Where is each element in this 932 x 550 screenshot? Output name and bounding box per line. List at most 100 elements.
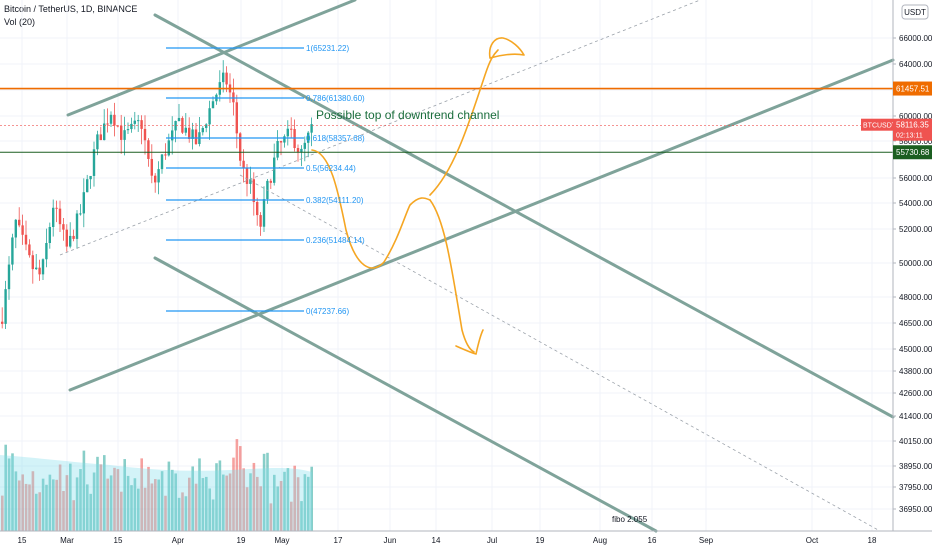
grid	[0, 0, 893, 531]
volume-bar	[276, 486, 279, 531]
candle-body	[296, 148, 300, 153]
volume-bar	[45, 484, 48, 531]
channel-annotation: Possible top of downtrend channel	[316, 108, 499, 122]
resistance-price-text: 61457.51	[896, 85, 930, 94]
volume-ma	[0, 455, 312, 531]
fib-level-label: 1(65231.22)	[306, 44, 349, 53]
candle-body	[52, 207, 55, 228]
candle-body	[164, 154, 167, 156]
volume-bar	[286, 468, 290, 531]
volume-bar	[296, 477, 300, 531]
candle-body	[4, 289, 7, 324]
candle-body	[31, 255, 34, 270]
volume-bar	[164, 495, 167, 531]
candle-body	[113, 114, 116, 126]
candle-body	[86, 179, 89, 193]
volume-bar	[65, 475, 69, 531]
volume-bar	[201, 478, 205, 531]
volume-bar	[21, 474, 24, 531]
volume-bar	[130, 485, 133, 531]
candle-body	[181, 117, 184, 133]
volume-bar	[143, 487, 147, 531]
volume-bar	[52, 479, 55, 531]
volume-bars	[0, 439, 313, 531]
candle-body	[48, 227, 51, 243]
price-tick-label: 36950.00	[899, 505, 932, 514]
volume-bar	[7, 458, 11, 531]
candle-body	[133, 120, 136, 124]
drawing-path-1	[311, 149, 431, 269]
currency-badge-text: USDT	[904, 8, 926, 17]
dashed-trend-up	[59, 0, 701, 256]
candlesticks	[1, 60, 313, 330]
volume-bar	[232, 457, 235, 531]
volume-bar	[198, 458, 201, 531]
price-tick-label: 43800.00	[899, 367, 932, 376]
candle-body	[140, 120, 143, 129]
drawing-down-arrow-head	[455, 329, 484, 355]
candle-body	[35, 267, 38, 270]
candle-body	[157, 169, 160, 183]
uptrend-line	[68, 58, 895, 392]
time-tick-label: Oct	[806, 536, 819, 545]
candle-body	[21, 225, 24, 235]
volume-bar	[249, 473, 252, 531]
candle-body	[82, 192, 85, 214]
candle-body	[290, 128, 293, 130]
volume-bar	[167, 461, 171, 531]
volume-bar	[307, 476, 310, 531]
time-tick-label: May	[274, 536, 289, 545]
candle-body	[167, 140, 170, 156]
countdown-timer: 02:13:11	[896, 133, 923, 140]
candle-body	[194, 129, 198, 144]
price-tick-label: 64000.00	[899, 60, 932, 69]
candle-body	[201, 127, 204, 133]
volume-bar	[35, 493, 38, 531]
candle-body	[160, 154, 164, 170]
candle-body	[273, 157, 276, 183]
channel-line-lower	[153, 256, 658, 533]
volume-bar	[293, 465, 296, 531]
price-tick-label: 60000.00	[899, 112, 932, 121]
volume-bar	[1, 495, 4, 531]
volume-bar	[225, 475, 228, 531]
price-tick-label: 66000.00	[899, 34, 932, 43]
candle-body	[75, 213, 79, 239]
candle-body	[41, 259, 45, 275]
candle-body	[79, 213, 82, 215]
volume-bar	[235, 439, 239, 531]
candle-body	[242, 160, 245, 168]
candle-body	[55, 207, 58, 209]
candle-body	[310, 124, 313, 133]
price-tick-label: 58000.00	[899, 137, 932, 146]
volume-bar	[252, 462, 256, 531]
volume-bar	[123, 459, 126, 531]
fib-level-label: 0.236(51484.14)	[306, 236, 365, 245]
candle-body	[99, 134, 102, 141]
candle-body	[69, 235, 72, 247]
volume-bar	[92, 472, 96, 531]
volume-bar	[116, 469, 120, 531]
volume-bar	[147, 466, 150, 531]
candle-body	[109, 114, 113, 124]
volume-bar	[194, 483, 198, 531]
volume-bar	[133, 478, 137, 531]
volume-bar	[273, 474, 276, 531]
volume-bar	[62, 491, 65, 531]
fib-level-label: 0.382(54111.20)	[306, 196, 364, 205]
candle-body	[14, 219, 17, 238]
volume-bar	[58, 464, 62, 531]
candle-body	[235, 102, 238, 134]
candle-body	[256, 202, 259, 216]
candle-body	[269, 180, 272, 183]
time-tick-label: Jun	[384, 536, 397, 545]
candle-body	[143, 128, 147, 141]
fib-retracement: 1(65231.22) 0.786(61380.60) 0.618(58357.68…	[166, 44, 365, 316]
candle-body	[103, 123, 106, 141]
candle-body	[252, 179, 255, 203]
volume-bar	[14, 471, 18, 531]
candle-body	[225, 72, 228, 85]
time-tick-label: Sep	[699, 536, 714, 545]
support-price-tag	[893, 145, 932, 160]
